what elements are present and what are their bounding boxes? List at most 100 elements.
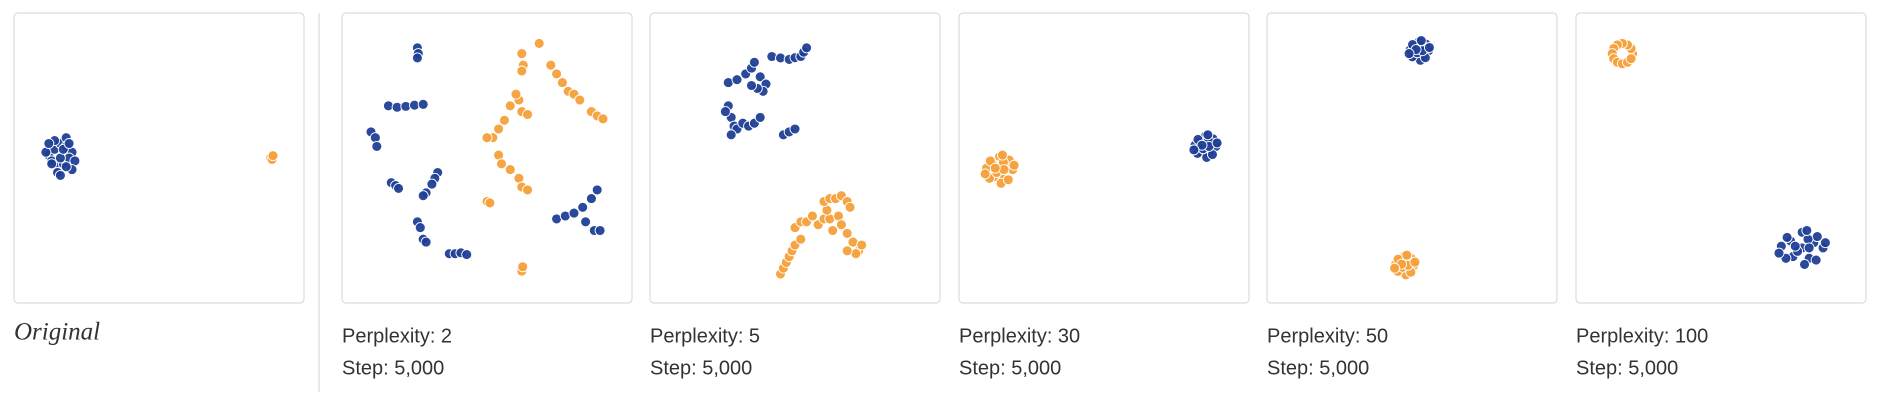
point	[1415, 35, 1427, 46]
panel-title: Perplexity: 50	[1267, 325, 1388, 347]
point	[746, 80, 757, 91]
point	[754, 111, 766, 123]
point	[1008, 159, 1020, 171]
panel-subtitle: Step: 5,000	[1576, 357, 1678, 379]
panel-frame	[13, 12, 305, 304]
point	[551, 68, 563, 80]
point	[806, 210, 818, 222]
point	[498, 114, 510, 126]
point	[591, 184, 603, 196]
point	[827, 225, 839, 236]
point	[393, 182, 404, 194]
point	[577, 201, 589, 213]
point	[411, 52, 423, 64]
panel-frame	[649, 12, 941, 304]
point	[795, 233, 807, 245]
point	[725, 129, 737, 141]
point	[731, 74, 743, 86]
point	[63, 138, 75, 149]
point	[504, 164, 516, 176]
point	[979, 168, 991, 180]
point	[574, 94, 586, 106]
point	[748, 56, 760, 68]
panel-subtitle: Step: 5,000	[959, 357, 1061, 379]
point	[516, 65, 528, 77]
point	[1002, 174, 1014, 186]
panel-subtitle: Step: 5,000	[342, 357, 444, 379]
point	[545, 59, 557, 71]
point	[267, 150, 279, 162]
point	[801, 42, 813, 54]
point	[1801, 225, 1813, 236]
point	[1202, 129, 1214, 141]
point	[719, 106, 731, 118]
point	[1423, 42, 1435, 53]
point	[481, 132, 493, 144]
point	[426, 178, 438, 190]
point	[60, 161, 72, 173]
point	[1409, 256, 1421, 268]
point	[789, 123, 801, 135]
point	[585, 193, 597, 205]
point	[1188, 144, 1200, 156]
point	[841, 245, 853, 257]
point	[835, 219, 847, 231]
point	[1403, 48, 1415, 60]
point	[1211, 137, 1223, 149]
point	[517, 261, 529, 273]
point	[54, 169, 66, 181]
point	[594, 225, 606, 236]
point	[1625, 53, 1637, 65]
point	[754, 71, 766, 83]
point	[510, 88, 522, 100]
point	[43, 138, 55, 149]
panel-title: Perplexity: 2	[342, 325, 452, 347]
point	[597, 113, 609, 125]
point	[522, 109, 534, 120]
panel-title: Perplexity: 5	[650, 325, 760, 347]
point	[1196, 139, 1208, 151]
point	[997, 149, 1008, 161]
point	[1773, 247, 1785, 259]
point	[1789, 240, 1801, 252]
point	[580, 216, 592, 228]
point	[522, 184, 534, 196]
point	[568, 207, 580, 219]
panel-frame	[958, 12, 1250, 304]
point	[417, 190, 429, 202]
point	[1810, 254, 1822, 266]
point	[1819, 237, 1831, 249]
point	[856, 239, 868, 251]
point	[516, 48, 528, 60]
point	[496, 158, 507, 170]
point	[1781, 232, 1793, 243]
point	[420, 236, 432, 248]
point	[461, 249, 473, 261]
panel-frame	[1266, 12, 1558, 304]
point	[533, 38, 545, 49]
scatter-panel: Original	[13, 12, 305, 346]
point	[1401, 249, 1413, 261]
point	[1799, 258, 1810, 270]
point	[556, 77, 568, 89]
point	[371, 140, 383, 152]
point	[841, 227, 853, 239]
scatter-panel: Perplexity: 50 Step: 5,000	[1266, 12, 1558, 379]
scatter-panel: Perplexity: 5 Step: 5,000	[649, 12, 941, 379]
panel-title: Perplexity: 30	[959, 325, 1080, 347]
panel-subtitle: Step: 5,000	[1267, 357, 1369, 379]
point	[504, 100, 516, 112]
point	[417, 98, 429, 110]
scatter-panel: Perplexity: 30 Step: 5,000	[958, 12, 1250, 379]
panel-title: Perplexity: 100	[1576, 325, 1708, 347]
point	[484, 197, 496, 209]
point	[844, 201, 856, 213]
point	[1803, 242, 1815, 254]
scatter-panel: Perplexity: 100 Step: 5,000	[1575, 12, 1867, 379]
scatter-panel: Perplexity: 2 Step: 5,000	[341, 12, 633, 379]
panel-frame	[1575, 12, 1867, 304]
panel-frame	[341, 12, 633, 304]
panel-title: Original	[14, 319, 100, 346]
point	[46, 158, 58, 170]
